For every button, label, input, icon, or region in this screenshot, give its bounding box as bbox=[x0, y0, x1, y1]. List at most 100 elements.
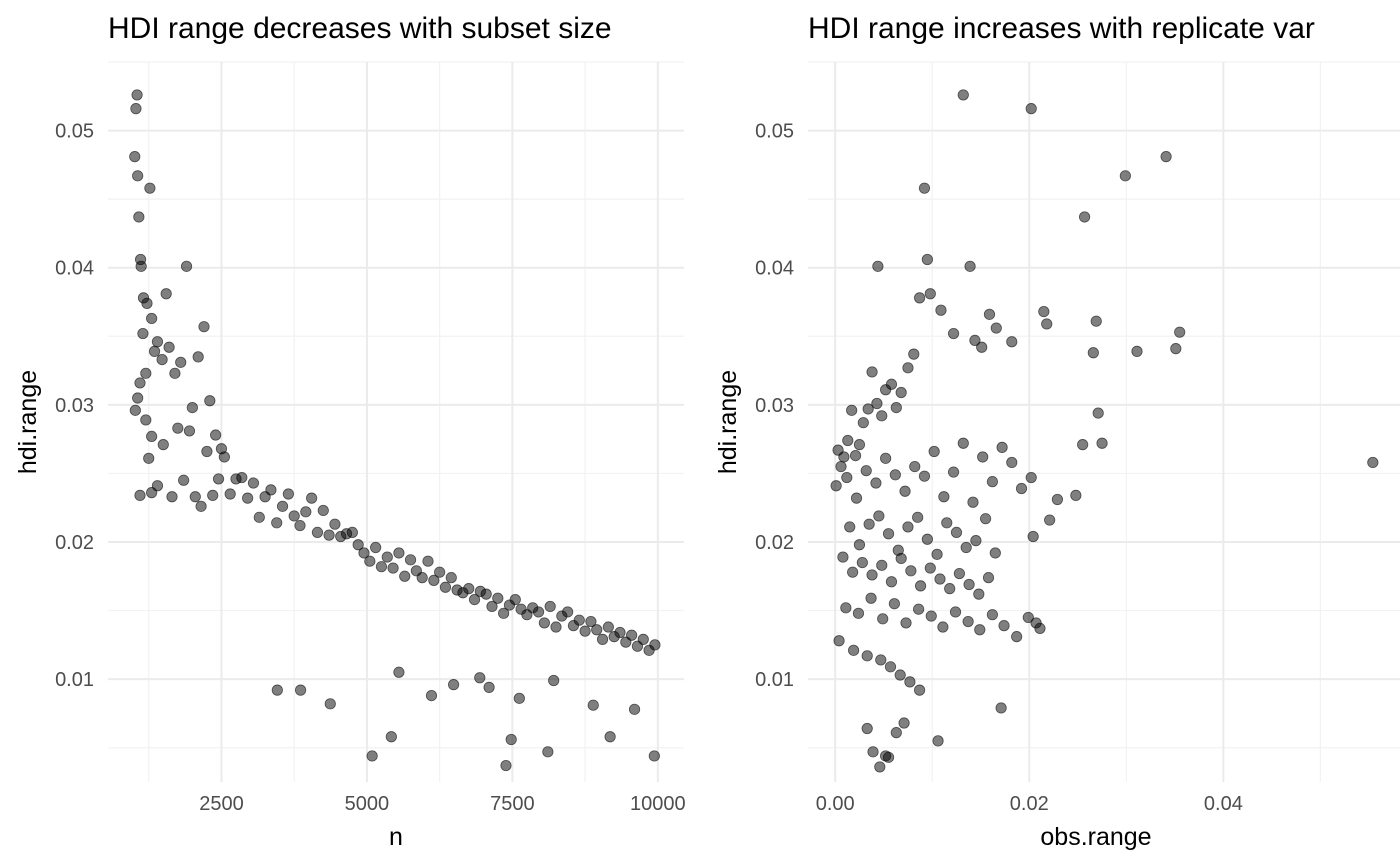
left-panel-data-point bbox=[447, 679, 460, 691]
right-panel-data-point bbox=[941, 517, 953, 529]
right-panel-data-point bbox=[888, 598, 900, 610]
left-panel-data-point bbox=[468, 593, 481, 606]
left-panel-x-tick-label: 10000 bbox=[630, 793, 686, 815]
left-panel-data-point bbox=[587, 699, 599, 711]
left-panel-data-point bbox=[224, 488, 236, 500]
left-panel-data-point bbox=[183, 425, 196, 437]
right-panel-data-point bbox=[1027, 530, 1039, 543]
right-panel-data-point bbox=[1131, 345, 1143, 357]
left-panel-data-point bbox=[480, 588, 492, 600]
right-panel-data-point bbox=[1070, 489, 1082, 501]
right-panel-y-tick-labels: 0.01 0.02 0.03 0.04 0.05 bbox=[755, 121, 794, 692]
right-panel-data-point bbox=[947, 466, 960, 478]
left-panel-x-tick-label: 2500 bbox=[199, 793, 244, 815]
left-panel-data-point bbox=[352, 539, 364, 551]
right-panel-data-point bbox=[890, 727, 902, 739]
left-panel-grid bbox=[108, 61, 684, 782]
left-panel-data-point bbox=[542, 746, 554, 758]
right-panel-x-tick-label: 0.02 bbox=[1010, 793, 1049, 815]
left-panel-data-point bbox=[585, 615, 597, 628]
left-panel-data-point bbox=[637, 633, 649, 645]
left-panel-y-tick-labels: 0.01 0.02 0.03 0.04 0.05 bbox=[55, 121, 94, 692]
right-panel-data-point bbox=[863, 518, 875, 530]
left-panel-data-point bbox=[626, 629, 638, 641]
left-panel-data-point bbox=[288, 510, 300, 522]
left-panel-data-point bbox=[306, 492, 318, 504]
right-panel-data-point bbox=[979, 513, 992, 525]
left-panel-data-point bbox=[294, 684, 307, 696]
left-panel-data-point bbox=[146, 312, 158, 325]
right-panel-data-point bbox=[1096, 437, 1108, 449]
right-panel-title: HDI range increases with replicate var bbox=[808, 12, 1315, 45]
right-panel-data-point bbox=[1051, 493, 1064, 506]
left-panel-data-point bbox=[163, 341, 175, 353]
right-panel-data-point bbox=[986, 609, 998, 621]
right-panel-data-point bbox=[1174, 326, 1186, 338]
left-panel-data-point bbox=[210, 429, 222, 441]
left-panel-data-point bbox=[156, 353, 168, 366]
right-panel-data-point bbox=[944, 583, 956, 595]
left-panel-data-point bbox=[614, 626, 626, 639]
right-panel: 0.01 0.02 0.03 0.04 0.05 0.00 0.02 0.04 HDI ra… bbox=[714, 12, 1400, 851]
left-panel-data-point bbox=[130, 103, 142, 115]
left-panel-data-point bbox=[172, 422, 184, 434]
right-panel-x-tick-labels: 0.00 0.02 0.04 bbox=[816, 793, 1243, 815]
right-panel-data-point bbox=[1170, 343, 1182, 355]
right-panel-data-point bbox=[924, 562, 936, 574]
left-panel-data-point bbox=[178, 474, 190, 486]
left-panel-data-point bbox=[175, 356, 187, 368]
left-panel-data-point bbox=[649, 639, 661, 651]
right-panel-data-point bbox=[865, 592, 877, 604]
right-panel-data-point bbox=[871, 397, 883, 410]
left-panel-data-point bbox=[538, 617, 550, 629]
right-panel-data-point bbox=[875, 654, 887, 666]
right-panel-data-point bbox=[983, 308, 996, 320]
right-panel-data-point bbox=[904, 676, 916, 688]
right-panel-data-point bbox=[894, 669, 906, 681]
right-panel-data-point bbox=[1011, 631, 1023, 643]
left-panel-data-point bbox=[346, 526, 358, 539]
left-panel-x-tick-labels: 2500 5000 7500 10000 bbox=[199, 793, 685, 815]
left-panel-data-point bbox=[265, 484, 277, 496]
right-panel-data-point bbox=[928, 445, 940, 458]
left-panel-data-point bbox=[140, 367, 152, 379]
right-panel-data-point bbox=[895, 386, 907, 399]
right-panel-points bbox=[830, 89, 1379, 773]
right-panel-data-point bbox=[969, 334, 981, 346]
left-panel-data-point bbox=[236, 471, 248, 484]
right-panel-data-point bbox=[996, 441, 1008, 453]
right-panel-data-point bbox=[841, 471, 853, 484]
left-panel-data-point bbox=[195, 500, 207, 512]
right-panel-data-point bbox=[840, 602, 852, 614]
right-panel-data-point bbox=[957, 437, 969, 449]
left-panel-y-tick-label: 0.03 bbox=[55, 395, 94, 417]
right-panel-data-point bbox=[953, 567, 965, 580]
left-panel-data-point bbox=[129, 404, 141, 416]
left-panel-data-point bbox=[387, 562, 399, 574]
right-panel-data-point bbox=[995, 702, 1007, 714]
left-panel-data-point bbox=[393, 666, 405, 678]
left-panel-data-point bbox=[434, 566, 446, 578]
right-panel-data-point bbox=[861, 722, 873, 735]
right-panel-data-point bbox=[932, 735, 944, 747]
right-panel-data-point bbox=[833, 635, 845, 647]
right-panel-data-point bbox=[1006, 456, 1018, 469]
left-panel-data-point bbox=[294, 519, 306, 532]
right-panel-data-point bbox=[872, 260, 884, 272]
right-panel-y-tick-label: 0.04 bbox=[755, 258, 794, 280]
left-panel-data-point bbox=[271, 517, 283, 529]
right-panel-data-point bbox=[962, 615, 974, 628]
right-panel-data-point bbox=[964, 260, 976, 272]
left-panel-data-point bbox=[439, 581, 452, 593]
right-panel-data-point bbox=[876, 410, 888, 422]
left-panel-title: HDI range decreases with subset size bbox=[108, 12, 612, 45]
right-panel-data-point bbox=[873, 510, 885, 522]
right-panel-data-point bbox=[900, 617, 912, 629]
right-panel-data-point bbox=[866, 366, 878, 378]
left-panel-data-point bbox=[137, 327, 149, 340]
right-panel-data-point bbox=[1092, 407, 1104, 419]
left-panel-data-point bbox=[486, 600, 498, 613]
right-panel-data-point bbox=[970, 535, 982, 547]
right-panel-data-point bbox=[870, 477, 882, 489]
left-panel-data-point bbox=[428, 574, 440, 587]
